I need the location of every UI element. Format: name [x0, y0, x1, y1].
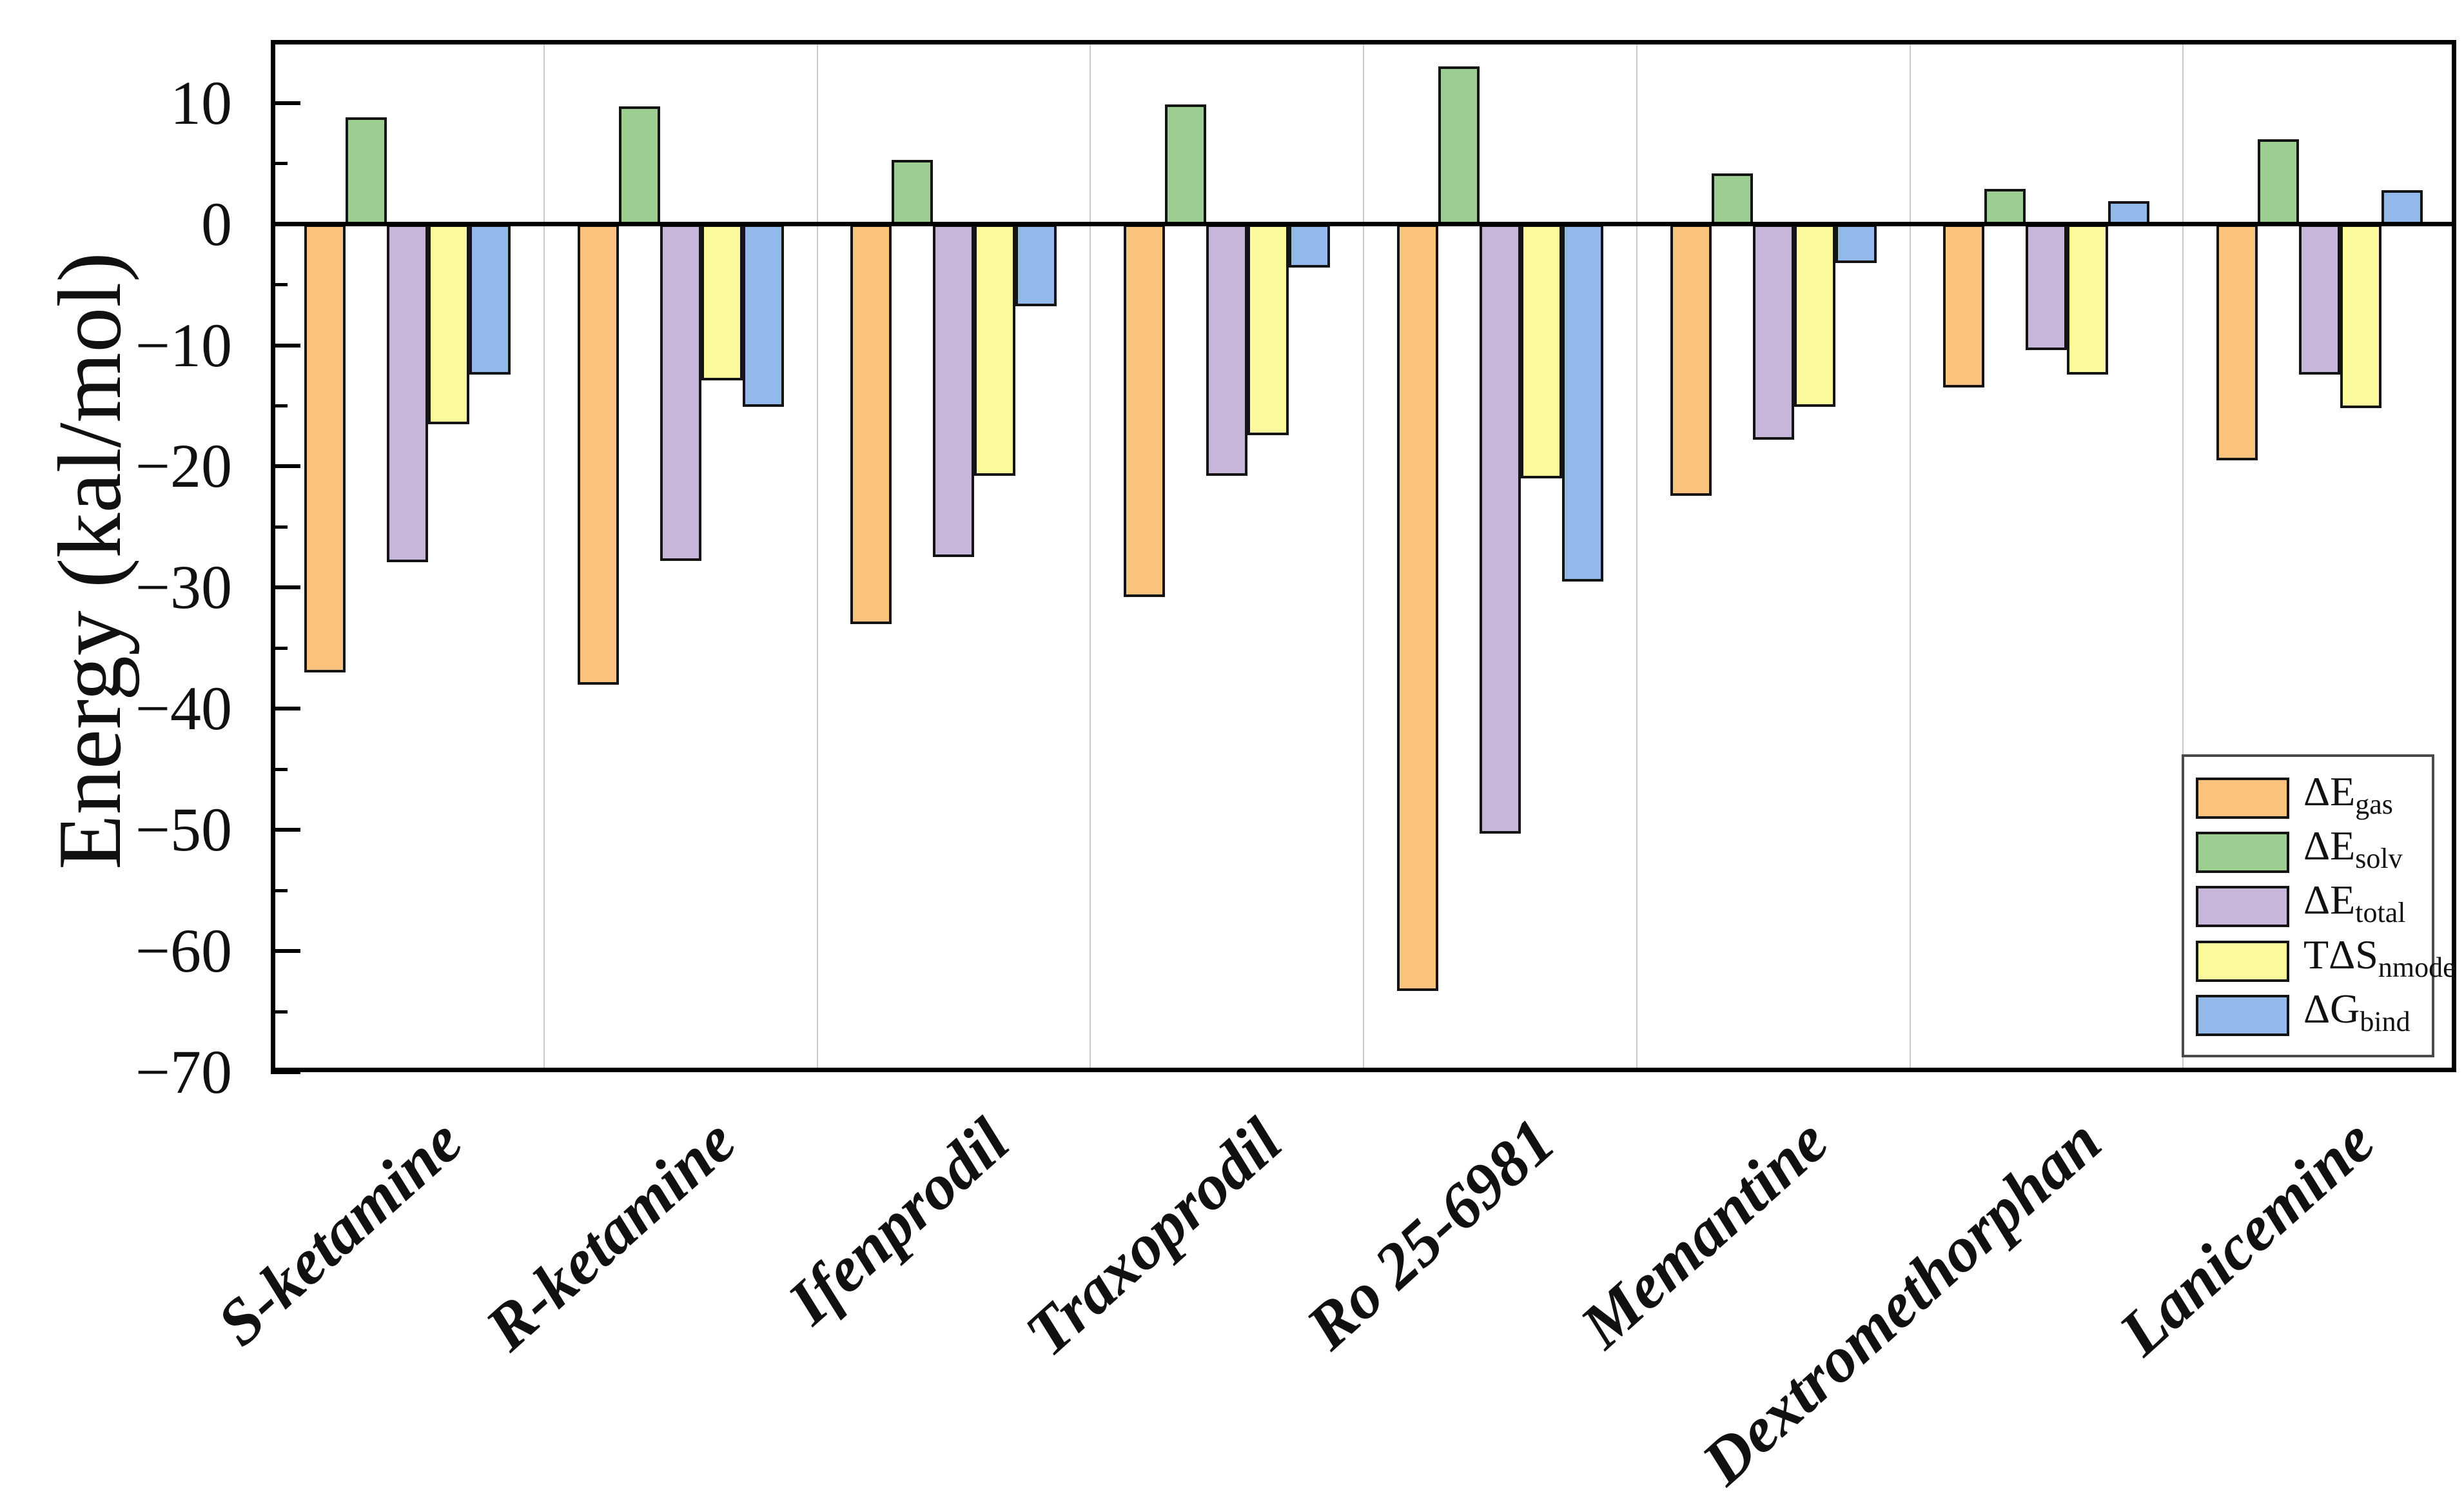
x-axis-label-lanicemine: Lanicemine — [2106, 1104, 2388, 1369]
y-tick-label: 10 — [170, 68, 232, 137]
y-major-tick — [271, 343, 300, 348]
group-separator-line — [2182, 40, 2184, 1072]
legend-label-dE-solv: ΔEsolv — [2303, 823, 2403, 875]
legend-label-TdS-nmode: TΔSnmode — [2303, 931, 2456, 983]
bar-dE-solv-ro-25-6981 — [1438, 66, 1480, 224]
legend-label-dG-bind: ΔGbind — [2303, 985, 2410, 1037]
bar-dG-bind-ifenprodil — [1015, 224, 1057, 307]
group-separator-line — [1636, 40, 1638, 1072]
y-minor-tick — [271, 525, 288, 529]
bar-dG-bind-r-ketamine — [742, 224, 784, 407]
bar-dG-bind-dextromethorphan — [2108, 201, 2150, 224]
x-axis-label-ifenprodil: Ifenprodil — [774, 1104, 1022, 1338]
legend-entry-dE-total: ΔEtotal — [2196, 879, 2420, 934]
bar-dG-bind-ro-25-6981 — [1561, 224, 1603, 582]
y-major-tick — [271, 1070, 300, 1074]
x-axis-label-s-ketamine: S-ketamine — [204, 1104, 476, 1360]
bar-dE-gas-s-ketamine — [304, 224, 346, 672]
y-major-tick — [271, 707, 300, 711]
y-major-tick — [271, 585, 300, 590]
bar-TdS-nmode-ifenprodil — [974, 224, 1016, 476]
bar-dG-bind-memantine — [1835, 224, 1877, 263]
figure: Energy (kal/mol) ΔEgas ΔEsolv ΔEtotal TΔSnm… — [40, 40, 2456, 1498]
bar-dG-bind-lanicemine — [2381, 190, 2423, 224]
y-tick-label: 0 — [201, 189, 232, 259]
y-tick-label: −30 — [135, 553, 232, 622]
y-tick-label: −60 — [135, 916, 232, 986]
y-minor-tick — [271, 888, 288, 892]
x-axis-label-traxoprodil: Traxoprodil — [1012, 1104, 1295, 1370]
legend-label-dE-gas: ΔEgas — [2303, 769, 2393, 821]
bar-dE-solv-s-ketamine — [345, 117, 387, 224]
bar-TdS-nmode-traxoprodil — [1247, 224, 1289, 435]
x-axis-label-ro-25-6981: Ro 25-6981 — [1293, 1104, 1569, 1363]
bar-dE-solv-ifenprodil — [892, 160, 934, 224]
x-axis-label-r-ketamine: R-ketamine — [471, 1104, 749, 1364]
bar-dE-solv-memantine — [1711, 173, 1753, 224]
y-tick-label: −20 — [135, 431, 232, 501]
bar-dE-total-memantine — [1752, 224, 1794, 440]
group-separator-line — [1363, 40, 1364, 1072]
bar-TdS-nmode-memantine — [1794, 224, 1835, 407]
bar-dE-solv-lanicemine — [2258, 139, 2300, 224]
y-minor-tick — [271, 162, 288, 166]
y-tick-label: −10 — [135, 310, 232, 380]
legend-entry-dE-gas: ΔEgas — [2196, 771, 2420, 825]
bar-dE-gas-lanicemine — [2216, 224, 2258, 461]
y-minor-tick — [271, 41, 288, 44]
bar-TdS-nmode-r-ketamine — [701, 224, 743, 380]
legend-swatch-dE-gas — [2196, 778, 2289, 819]
group-separator-line — [1090, 40, 1091, 1072]
y-minor-tick — [271, 767, 288, 771]
group-separator-line — [816, 40, 818, 1072]
y-minor-tick — [271, 283, 288, 287]
legend-entry-dE-solv: ΔEsolv — [2196, 825, 2420, 879]
bar-TdS-nmode-lanicemine — [2340, 224, 2382, 409]
bar-dE-solv-dextromethorphan — [1984, 189, 2026, 224]
bar-dE-solv-traxoprodil — [1165, 104, 1207, 224]
legend-swatch-dE-total — [2196, 886, 2289, 928]
legend-entry-TdS-nmode: TΔSnmode — [2196, 934, 2456, 988]
y-tick-label: −40 — [135, 674, 232, 743]
bar-dE-gas-memantine — [1670, 224, 1712, 496]
bar-dE-total-s-ketamine — [386, 224, 428, 562]
bar-dE-gas-traxoprodil — [1124, 224, 1166, 598]
bar-dE-gas-dextromethorphan — [1943, 224, 1985, 388]
legend-swatch-dG-bind — [2196, 994, 2289, 1036]
group-separator-line — [1909, 40, 1911, 1072]
y-tick-label: −70 — [135, 1037, 232, 1106]
y-major-tick — [271, 828, 300, 832]
y-major-tick — [271, 464, 300, 469]
bar-TdS-nmode-s-ketamine — [427, 224, 469, 424]
bar-dE-total-lanicemine — [2299, 224, 2341, 375]
legend: ΔEgas ΔEsolv ΔEtotal TΔSnmode ΔGbind — [2182, 754, 2456, 1057]
zero-line — [271, 222, 2456, 227]
x-axis-label-memantine: Memantine — [1567, 1104, 1842, 1362]
legend-label-dE-total: ΔEtotal — [2303, 877, 2406, 929]
legend-entry-dG-bind: ΔGbind — [2196, 988, 2420, 1043]
bar-TdS-nmode-dextromethorphan — [2067, 224, 2109, 375]
bar-dE-total-dextromethorphan — [2026, 224, 2068, 351]
bar-dE-gas-ifenprodil — [850, 224, 892, 624]
y-tick-label: −50 — [135, 795, 232, 865]
bar-dE-total-traxoprodil — [1206, 224, 1248, 476]
bar-dG-bind-s-ketamine — [469, 224, 511, 375]
legend-swatch-TdS-nmode — [2196, 940, 2289, 982]
legend-swatch-dE-solv — [2196, 832, 2289, 874]
bar-dG-bind-traxoprodil — [1289, 224, 1331, 268]
bar-dE-total-ro-25-6981 — [1479, 224, 1521, 834]
plot-area: ΔEgas ΔEsolv ΔEtotal TΔSnmode ΔGbind — [271, 40, 2456, 1074]
bar-dE-solv-r-ketamine — [618, 106, 660, 224]
bar-dE-total-r-ketamine — [660, 224, 701, 561]
bar-dE-gas-ro-25-6981 — [1396, 224, 1438, 992]
bar-TdS-nmode-ro-25-6981 — [1520, 224, 1562, 479]
y-minor-tick — [271, 1010, 288, 1014]
bar-dE-total-ifenprodil — [933, 224, 975, 558]
group-separator-line — [543, 40, 545, 1072]
y-major-tick — [271, 101, 300, 105]
bar-dE-gas-r-ketamine — [577, 224, 619, 685]
y-major-tick — [271, 949, 300, 954]
y-minor-tick — [271, 646, 288, 650]
y-minor-tick — [271, 404, 288, 407]
